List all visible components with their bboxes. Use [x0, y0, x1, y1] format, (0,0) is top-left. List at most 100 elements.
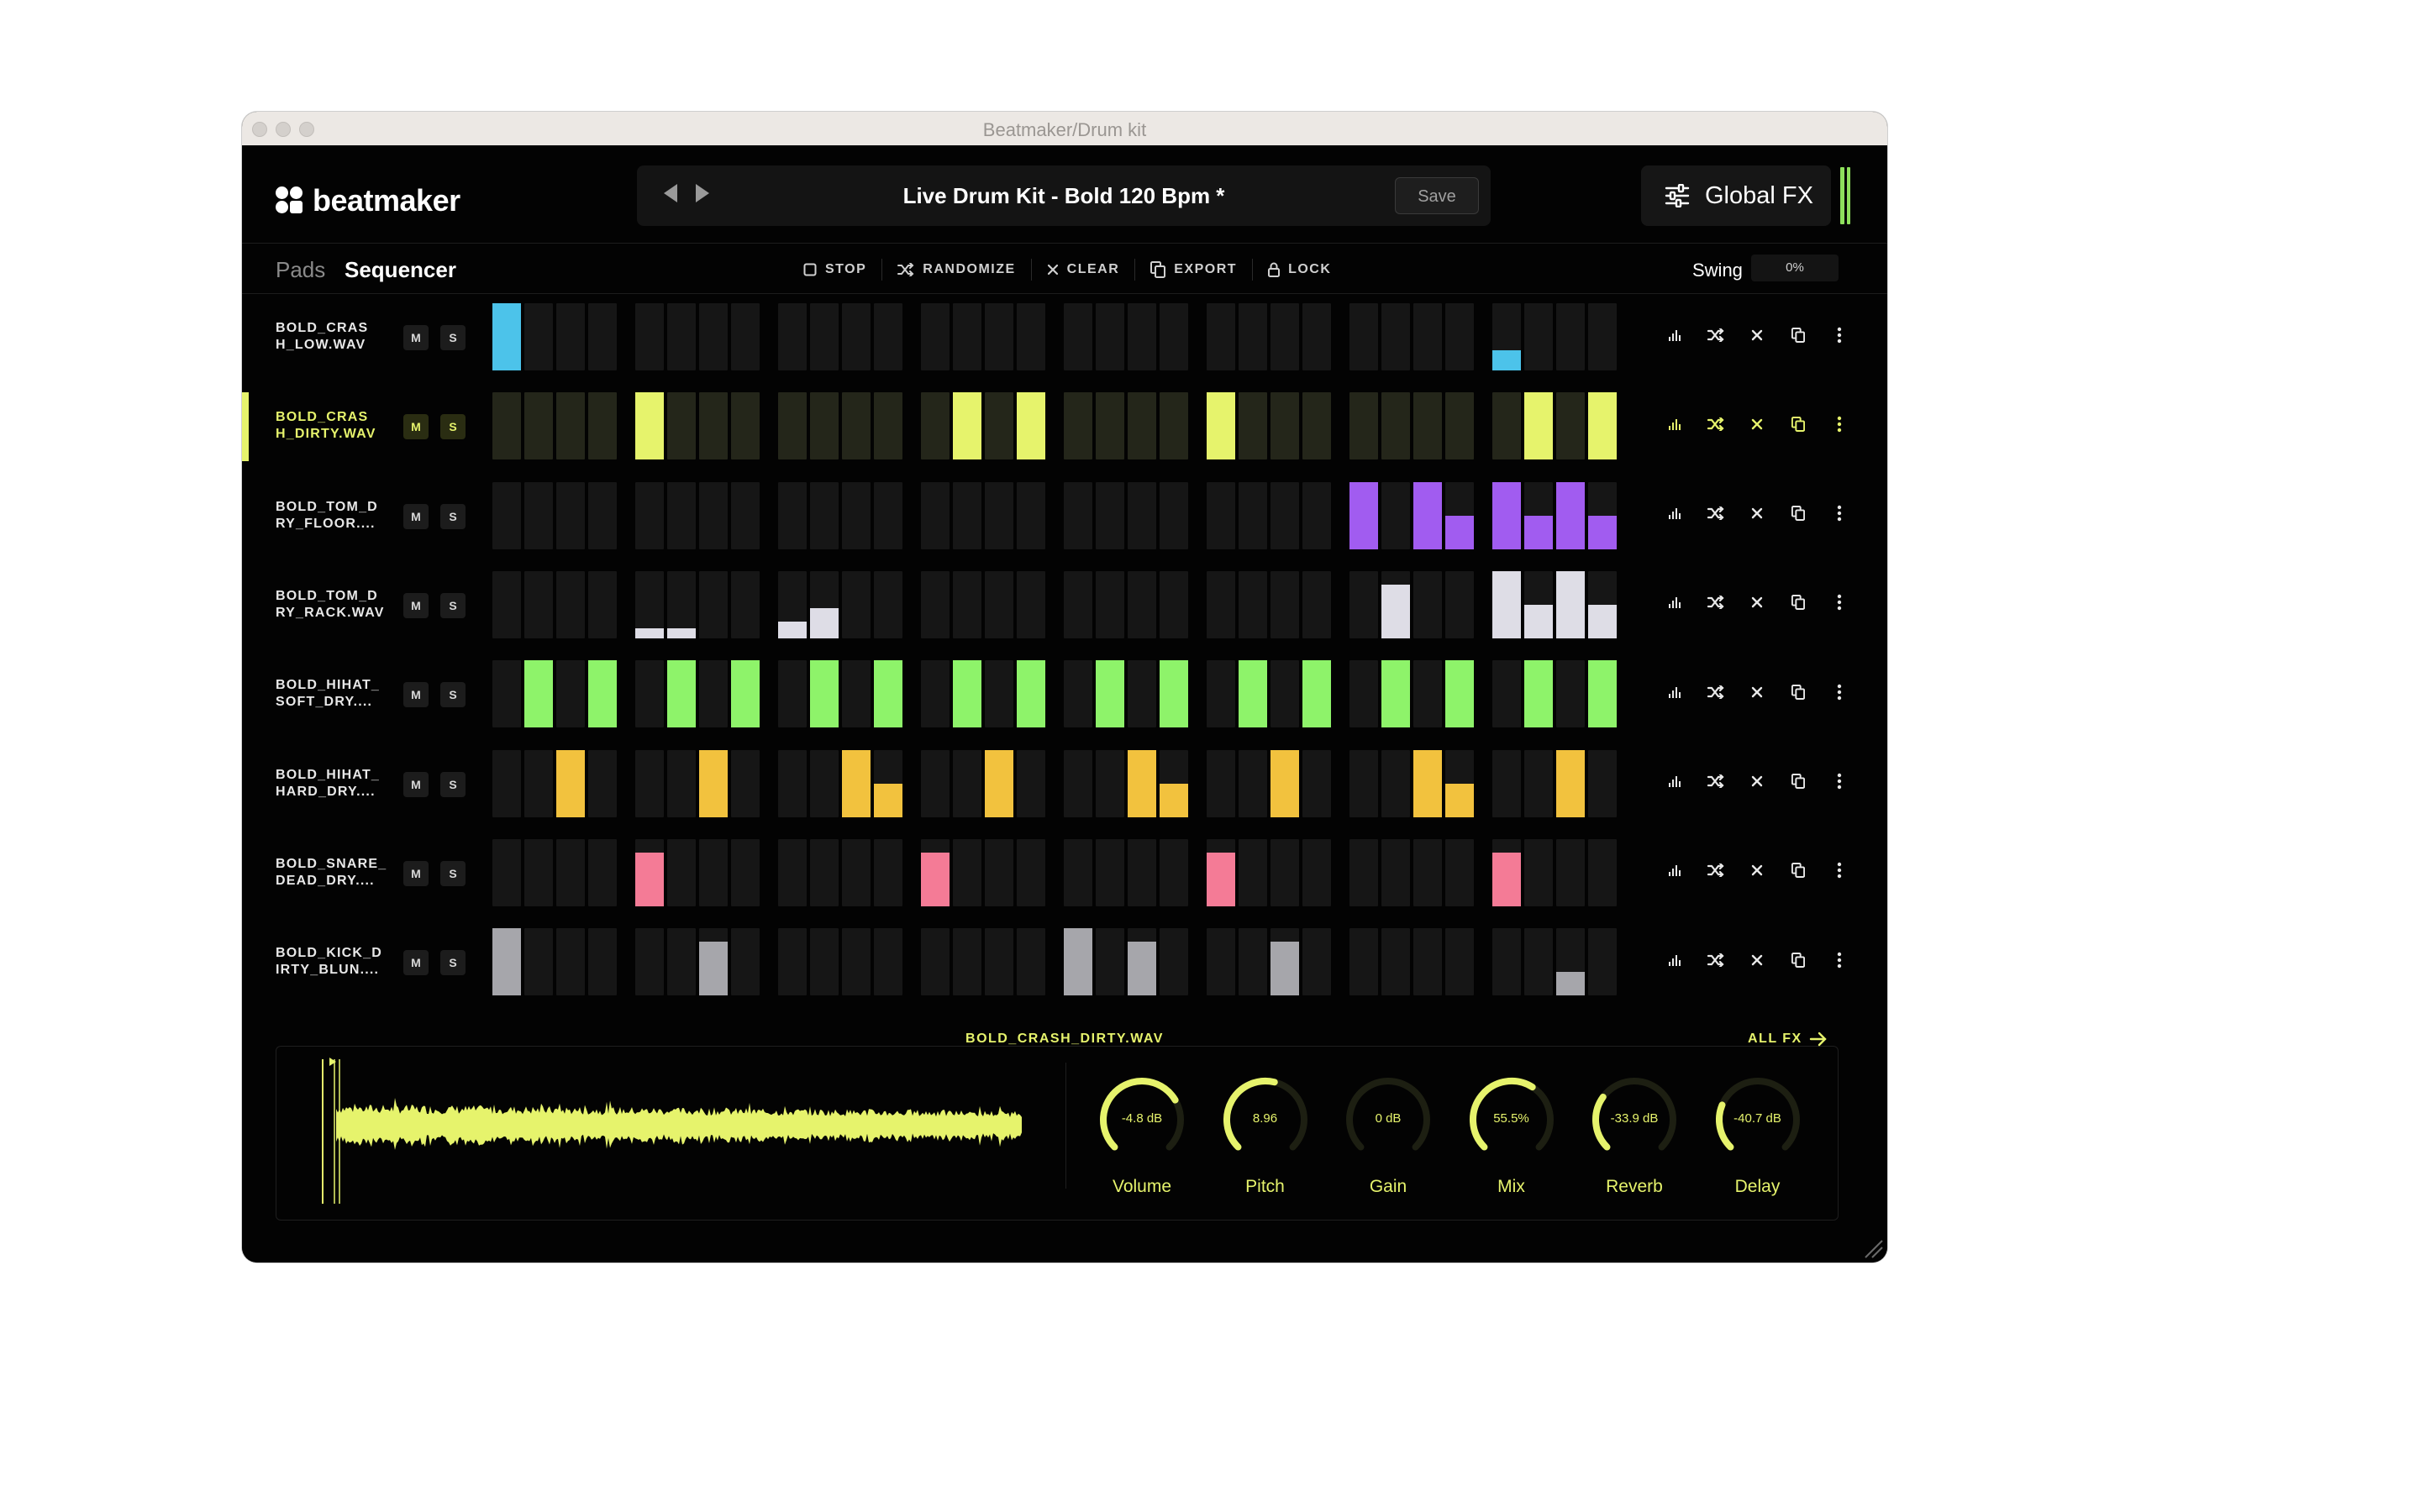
step-cell[interactable]: [1413, 303, 1442, 370]
step-cell[interactable]: [1160, 303, 1188, 370]
step-cell[interactable]: [1160, 481, 1188, 549]
step-cell[interactable]: [556, 928, 585, 996]
step-cell[interactable]: [667, 838, 696, 906]
step-cell[interactable]: [1588, 928, 1617, 996]
step-cell[interactable]: [1381, 392, 1410, 460]
step-cell[interactable]: [1064, 392, 1092, 460]
step-cell[interactable]: [1588, 392, 1617, 460]
stop-button[interactable]: STOP: [788, 259, 883, 281]
more-button[interactable]: [1818, 320, 1860, 354]
step-cell[interactable]: [1096, 303, 1124, 370]
step-cell[interactable]: [842, 838, 871, 906]
track-row[interactable]: BOLD_TOM_D RY_FLOOR.... M S: [242, 481, 1887, 558]
step-cell[interactable]: [1207, 749, 1235, 817]
bars-button[interactable]: [1654, 856, 1695, 890]
track-name[interactable]: BOLD_TOM_D RY_RACK.WAV: [276, 588, 393, 622]
step-cell[interactable]: [588, 660, 617, 728]
more-button[interactable]: [1818, 856, 1860, 890]
step-cell[interactable]: [921, 303, 950, 370]
bars-button[interactable]: [1654, 499, 1695, 533]
step-cell[interactable]: [1349, 928, 1378, 996]
step-cell[interactable]: [985, 749, 1013, 817]
track-name[interactable]: BOLD_TOM_D RY_FLOOR....: [276, 499, 393, 533]
knob-reverb[interactable]: -33.9 dB Reverb: [1588, 1076, 1681, 1196]
clear-row-button[interactable]: [1736, 945, 1777, 979]
step-cell[interactable]: [778, 303, 807, 370]
step-cell[interactable]: [953, 392, 981, 460]
shuffle-button[interactable]: [1695, 856, 1736, 890]
step-cell[interactable]: [635, 749, 664, 817]
step-cell[interactable]: [1207, 570, 1235, 638]
step-cell[interactable]: [953, 481, 981, 549]
step-cell[interactable]: [1270, 392, 1299, 460]
step-cell[interactable]: [921, 392, 950, 460]
copy-row-button[interactable]: [1777, 499, 1818, 533]
track-name[interactable]: BOLD_HIHAT_ SOFT_DRY....: [276, 677, 393, 711]
clear-row-button[interactable]: [1736, 767, 1777, 801]
clear-row-button[interactable]: [1736, 856, 1777, 890]
all-fx-link[interactable]: ALL FX: [1748, 1032, 1828, 1047]
step-cell[interactable]: [842, 481, 871, 549]
step-cell[interactable]: [1302, 660, 1331, 728]
step-cell[interactable]: [921, 660, 950, 728]
step-cell[interactable]: [874, 392, 902, 460]
mute-button[interactable]: M: [403, 414, 429, 440]
step-cell[interactable]: [1524, 303, 1553, 370]
clear-row-button[interactable]: [1736, 409, 1777, 443]
step-cell[interactable]: [635, 660, 664, 728]
step-cell[interactable]: [985, 392, 1013, 460]
track-name[interactable]: BOLD_CRAS H_DIRTY.WAV: [276, 409, 393, 443]
step-cell[interactable]: [731, 838, 760, 906]
knob-pitch[interactable]: 8.96 Pitch: [1219, 1076, 1312, 1196]
step-cell[interactable]: [524, 570, 553, 638]
step-cell[interactable]: [778, 838, 807, 906]
more-button[interactable]: [1818, 767, 1860, 801]
bars-button[interactable]: [1654, 409, 1695, 443]
step-cell[interactable]: [1492, 749, 1521, 817]
step-cell[interactable]: [731, 660, 760, 728]
step-cell[interactable]: [1017, 928, 1045, 996]
step-cell[interactable]: [699, 392, 728, 460]
step-cell[interactable]: [1270, 481, 1299, 549]
step-cell[interactable]: [842, 749, 871, 817]
track-name[interactable]: BOLD_KICK_D IRTY_BLUN....: [276, 945, 393, 979]
step-cell[interactable]: [588, 749, 617, 817]
solo-button[interactable]: S: [440, 682, 466, 708]
step-cell[interactable]: [1302, 392, 1331, 460]
solo-button[interactable]: S: [440, 503, 466, 529]
step-cell[interactable]: [635, 570, 664, 638]
step-cell[interactable]: [1064, 838, 1092, 906]
step-cell[interactable]: [1064, 660, 1092, 728]
bars-button[interactable]: [1654, 320, 1695, 354]
step-cell[interactable]: [1381, 570, 1410, 638]
step-cell[interactable]: [1349, 838, 1378, 906]
step-cell[interactable]: [1413, 749, 1442, 817]
step-cell[interactable]: [1556, 570, 1585, 638]
shuffle-button[interactable]: [1695, 588, 1736, 622]
step-cell[interactable]: [1556, 303, 1585, 370]
zoom-window-button[interactable]: [299, 122, 314, 137]
step-cell[interactable]: [1302, 481, 1331, 549]
step-cell[interactable]: [635, 303, 664, 370]
step-cell[interactable]: [778, 481, 807, 549]
step-cell[interactable]: [667, 392, 696, 460]
step-cell[interactable]: [1017, 303, 1045, 370]
step-cell[interactable]: [842, 570, 871, 638]
step-cell[interactable]: [1064, 303, 1092, 370]
step-cell[interactable]: [1381, 928, 1410, 996]
mute-button[interactable]: M: [403, 860, 429, 886]
step-cell[interactable]: [524, 928, 553, 996]
step-cell[interactable]: [921, 570, 950, 638]
step-cell[interactable]: [1381, 303, 1410, 370]
step-cell[interactable]: [1017, 481, 1045, 549]
step-cell[interactable]: [1492, 660, 1521, 728]
step-cell[interactable]: [1445, 838, 1474, 906]
step-cell[interactable]: [1588, 660, 1617, 728]
track-row[interactable]: BOLD_KICK_D IRTY_BLUN.... M S: [242, 928, 1887, 1004]
step-cell[interactable]: [778, 392, 807, 460]
step-cell[interactable]: [699, 570, 728, 638]
bars-button[interactable]: [1654, 945, 1695, 979]
step-cell[interactable]: [524, 838, 553, 906]
step-cell[interactable]: [731, 928, 760, 996]
step-cell[interactable]: [1492, 392, 1521, 460]
